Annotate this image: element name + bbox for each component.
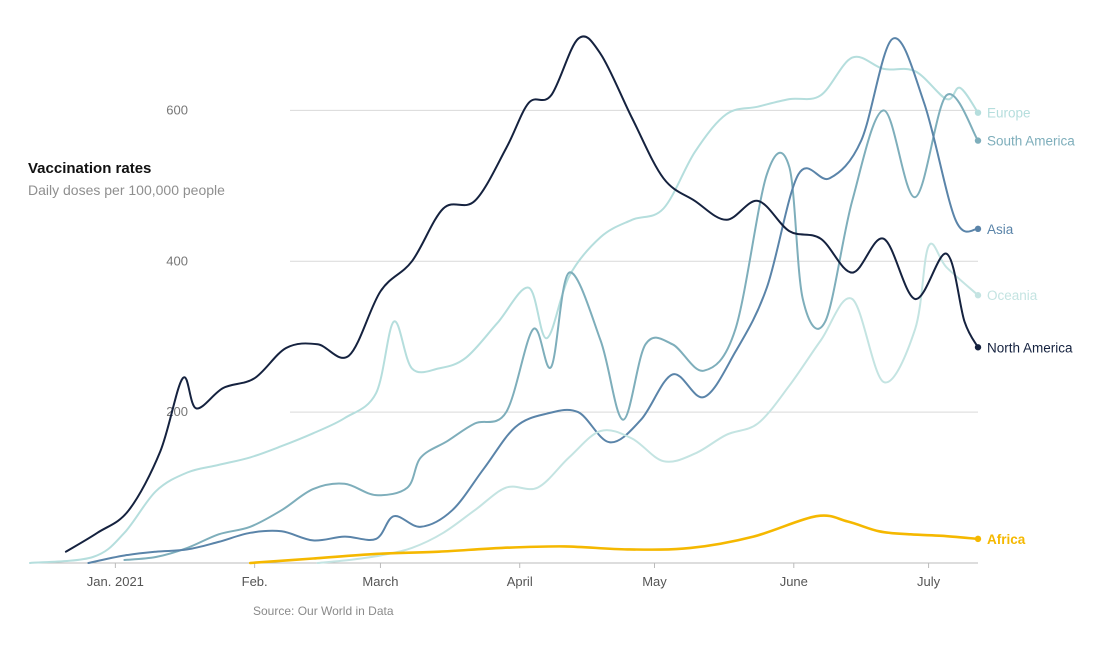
x-tick-label: July (917, 574, 941, 589)
source-note: Source: Our World in Data (253, 604, 394, 618)
series-label-oceania: Oceania (987, 288, 1038, 303)
series-label-europe: Europe (987, 106, 1031, 121)
series-end-dot-south-america (974, 137, 982, 144)
series-line-oceania (316, 242, 979, 564)
series-end-dot-asia (974, 225, 982, 233)
x-tick-label: April (507, 574, 533, 589)
x-tick-label: Feb. (242, 574, 268, 589)
series-line-asia (87, 37, 979, 564)
series-end-dot-north-america (974, 344, 982, 351)
series-end-dot-africa (974, 535, 982, 543)
x-tick-label: June (780, 574, 808, 589)
x-tick-label: May (642, 574, 667, 589)
y-tick-label: 200 (166, 404, 188, 419)
chart-title: Vaccination rates (28, 160, 152, 177)
series-label-asia: Asia (987, 222, 1014, 237)
series-line-south-america (123, 93, 979, 561)
chart-subtitle: Daily doses per 100,000 people (28, 182, 225, 198)
x-tick-label: Jan. 2021 (87, 574, 144, 589)
y-tick-label: 600 (166, 102, 188, 117)
y-tick-label: 400 (166, 253, 188, 268)
series-label-north-america: North America (987, 340, 1073, 355)
series-line-africa (248, 514, 980, 565)
series-end-dot-europe (974, 109, 982, 116)
chart-heading: Vaccination rates Daily doses per 100,00… (28, 160, 225, 198)
x-tick-label: March (362, 574, 398, 589)
series-end-dot-oceania (974, 292, 982, 299)
series-label-africa: Africa (987, 532, 1026, 547)
series-label-south-america: South America (987, 134, 1075, 149)
series-line-north-america (64, 35, 979, 553)
series-line-europe (29, 55, 979, 564)
